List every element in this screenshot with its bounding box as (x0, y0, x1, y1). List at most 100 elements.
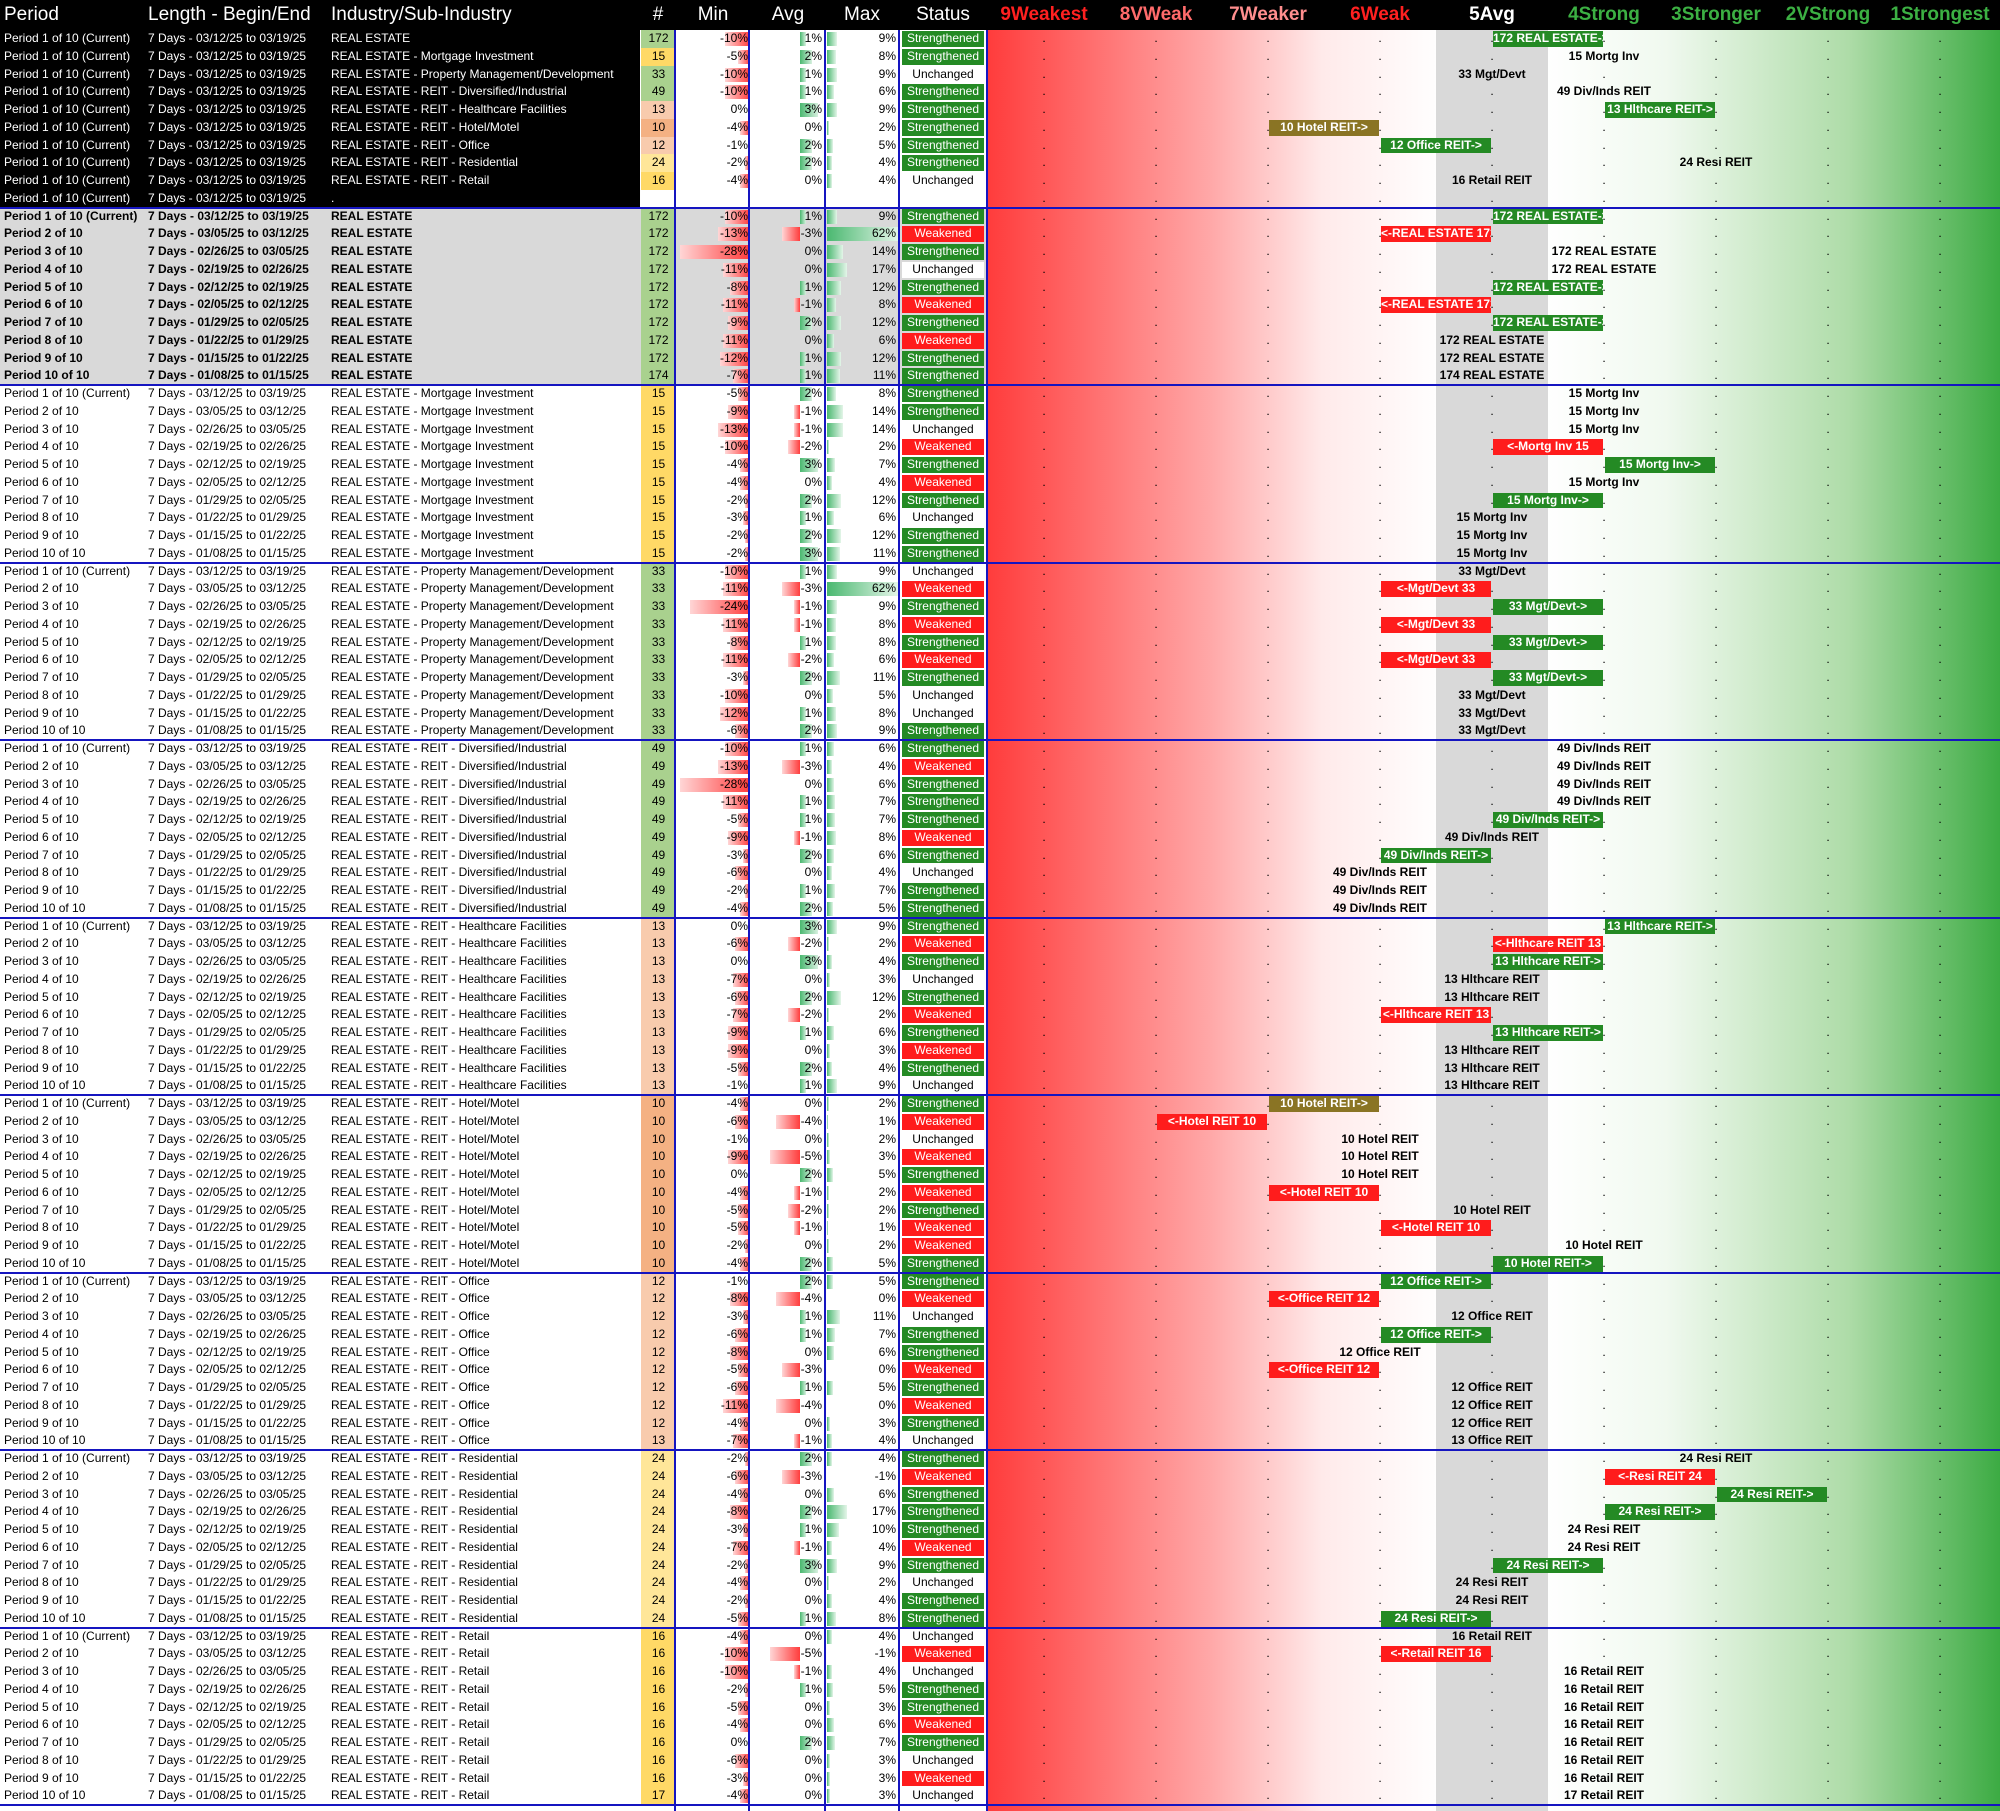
table-row: Period 4 of 10 7 Days - 02/19/25 to 02/26… (0, 260, 1942, 279)
zone-dot: . (1714, 457, 1718, 471)
zone-dot: . (1826, 1575, 1830, 1590)
cell-max: 1% (878, 1220, 896, 1235)
cell-max: 4% (878, 1593, 896, 1607)
zone-header-2[interactable]: 8VWeak (1119, 4, 1193, 25)
zone-dot: . (1378, 563, 1382, 578)
cell-industry: REAL ESTATE - Mortgage Investment (331, 528, 534, 542)
cell-length: 7 Days - 03/12/25 to 03/19/25 (148, 1273, 307, 1288)
zone-dot: . (1266, 1309, 1270, 1323)
header-count[interactable]: # (652, 4, 664, 25)
cell-length: 7 Days - 02/12/25 to 02/19/25 (148, 634, 307, 649)
zone-chip: 10 Hotel REIT (1341, 1149, 1419, 1164)
zone-chip: 10 Hotel REIT-> (1493, 1255, 1603, 1272)
cell-avg: 2% (804, 900, 822, 915)
zone-header-3[interactable]: 7Weaker (1229, 4, 1307, 25)
zone-dot: . (1938, 31, 1942, 45)
zone-dot: . (1490, 545, 1494, 560)
zone-header-9[interactable]: 1Strongest (1890, 4, 1990, 25)
max-divider (824, 30, 826, 1811)
zone-dot: . (1714, 1096, 1718, 1110)
zone-dot: . (1154, 208, 1158, 223)
min-bar (742, 1771, 750, 1786)
cell-period: Period 5 of 10 (4, 1167, 79, 1181)
zone-dot: . (1490, 528, 1494, 542)
cell-length: 7 Days - 03/05/25 to 03/12/25 (148, 403, 307, 418)
zone-dot: . (1154, 1451, 1158, 1465)
zone-dot: . (1714, 1149, 1718, 1164)
table-row: Period 3 of 10 7 Days - 02/26/25 to 03/05… (0, 1308, 2000, 1326)
avg-bar (794, 1434, 800, 1449)
cell-period: Period 3 of 10 (4, 776, 79, 791)
zone-header-1[interactable]: 9Weakest (1000, 4, 1088, 25)
zone-dot: . (1378, 155, 1382, 170)
cell-count: 10 (641, 1148, 676, 1166)
table-row: Period 10 of 10 7 Days - 01/08/25 to 01/1… (0, 1254, 2000, 1273)
zone-dot: . (1378, 847, 1382, 862)
zone-dot: . (1042, 297, 1046, 312)
zone-chip: 172 REAL ESTATE (1439, 332, 1545, 347)
header-length[interactable]: Length - Begin/End (148, 4, 311, 25)
zone-dot: . (1154, 616, 1158, 631)
zone-header-4[interactable]: 6Weak (1350, 4, 1410, 25)
zone-header-5[interactable]: 5Avg (1469, 4, 1515, 25)
zone-dot: . (1490, 1042, 1494, 1057)
zone-header-7[interactable]: 3Stronger (1671, 4, 1761, 25)
zone-dot: . (1490, 261, 1494, 276)
header-min[interactable]: Min (697, 4, 729, 25)
header-industry[interactable]: Industry/Sub-Industry (331, 4, 512, 25)
zone-dot: . (1490, 1255, 1494, 1270)
zone-header-8[interactable]: 2VStrong (1785, 4, 1871, 25)
zone-chip: 172 REAL ESTATE-> (1493, 279, 1603, 296)
zone-dot: . (1714, 1522, 1718, 1536)
zone-dot: . (1938, 439, 1942, 454)
cell-min: -4% (726, 474, 748, 489)
min-bar (740, 1718, 750, 1733)
zone-dot: . (1042, 581, 1046, 596)
zone-dot: . (1826, 1699, 1830, 1714)
zone-dot: . (1266, 1628, 1270, 1643)
cell-avg: -1% (800, 829, 822, 844)
zone-dot: . (1602, 1202, 1606, 1217)
header-avg[interactable]: Avg (771, 4, 805, 25)
status-badge: Strengthened (902, 528, 984, 544)
header-period[interactable]: Period (4, 4, 59, 25)
zone-dot: . (1042, 492, 1046, 507)
zone-dot: . (1378, 1149, 1382, 1164)
zone-dot: . (1266, 1167, 1270, 1181)
zone-header-6[interactable]: 4Strong (1568, 4, 1640, 25)
row-dark-bg (0, 101, 640, 119)
zone-dot: . (1602, 528, 1606, 542)
cell-industry: REAL ESTATE - REIT - Healthcare Faciliti… (331, 954, 567, 968)
zone-dot: . (1042, 1575, 1046, 1590)
status-badge: Strengthened (902, 119, 984, 136)
cell-period: Period 1 of 10 (Current) (4, 918, 131, 933)
avg-bar (800, 1558, 818, 1573)
cell-max: 3% (878, 1149, 896, 1164)
zone-dot: . (1714, 1309, 1718, 1323)
table-row: Period 1 of 10 (Current) 7 Days - 03/12/2… (0, 385, 2000, 403)
zone-dot: . (1938, 1415, 1942, 1430)
cell-period: Period 1 of 10 (Current) (4, 1096, 131, 1110)
cell-period: Period 4 of 10 (4, 261, 83, 276)
zone-dot: . (1490, 244, 1494, 258)
cell-avg: 0% (804, 971, 822, 986)
table-row: Period 1 of 10 (Current) 7 Days - 03/12/2… (0, 136, 2000, 155)
zone-dot: . (1154, 634, 1158, 649)
zone-dot: . (1826, 102, 1830, 116)
cell-avg: 0% (804, 1788, 822, 1803)
header-status[interactable]: Status (916, 4, 970, 25)
table-row: Period 1 of 10 (Current) 7 Days - 03/12/2… (0, 30, 2000, 48)
zone-dot: . (1826, 705, 1830, 720)
zone-dot: . (1490, 1557, 1494, 1572)
zone-dot: . (1938, 1628, 1942, 1643)
zone-chip: <-Mortg Inv 15 (1493, 439, 1603, 455)
zone-dot: . (1826, 1025, 1830, 1039)
cell-length: 7 Days - 03/12/25 to 03/19/25 (148, 155, 307, 170)
table-row: Period 5 of 10 7 Days - 02/12/25 to 02/19… (0, 278, 1942, 297)
cell-count: 15 (641, 420, 676, 439)
zone-dot: . (1266, 421, 1270, 436)
header-max[interactable]: Max (844, 4, 880, 25)
zone-dot: . (1042, 403, 1046, 418)
zone-dot: . (1714, 1575, 1718, 1590)
zone-dot: . (1266, 1788, 1270, 1803)
